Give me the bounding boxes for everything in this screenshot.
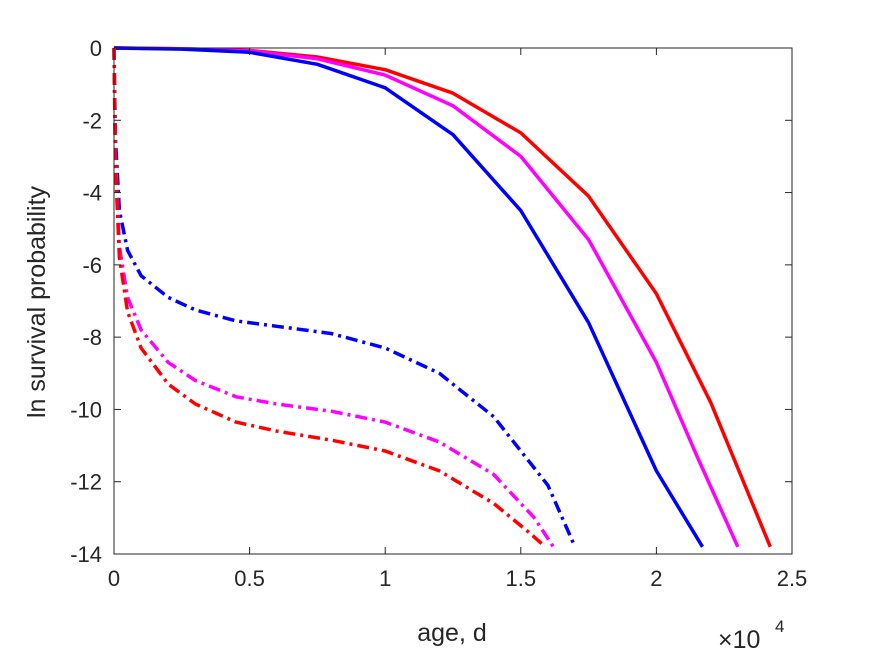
y-tick-label: -12 (70, 470, 102, 495)
x-tick-label: 2.5 (777, 566, 808, 591)
x-axis-label: age, d (417, 619, 487, 647)
x-exponent-power: 4 (775, 617, 784, 636)
x-tick-label: 1 (379, 566, 391, 591)
y-tick-label: 0 (90, 36, 102, 61)
y-axis-label: ln survival probability (23, 185, 51, 418)
x-exponent-label: ×10 4 (718, 617, 784, 654)
y-tick-label: -6 (82, 253, 102, 278)
series-line-4-dashdot (112, 47, 577, 548)
series-layer (112, 46, 772, 549)
series-line-6-dashdot (112, 47, 547, 549)
x-exponent-base: ×10 (718, 626, 760, 654)
x-tick-label: 0 (108, 566, 120, 591)
series-line-5-dashdot (112, 47, 555, 548)
x-tick-label: 1.5 (506, 566, 537, 591)
y-tick-label: -10 (70, 397, 102, 422)
axes-box (113, 47, 793, 555)
y-tick-label: -2 (82, 108, 102, 133)
y-tick-label: -14 (70, 542, 102, 567)
x-tick-label: 0.5 (234, 566, 265, 591)
x-tick-label: 2 (650, 566, 662, 591)
series-line-3-solid (113, 46, 704, 548)
y-tick-label: -4 (82, 181, 102, 206)
axes-layer: 0 0.5 1 1.5 2 2.5 -14 -12 -10 -8 -6 -4 -2 0 (70, 36, 807, 591)
y-tick-label: -8 (82, 325, 102, 350)
